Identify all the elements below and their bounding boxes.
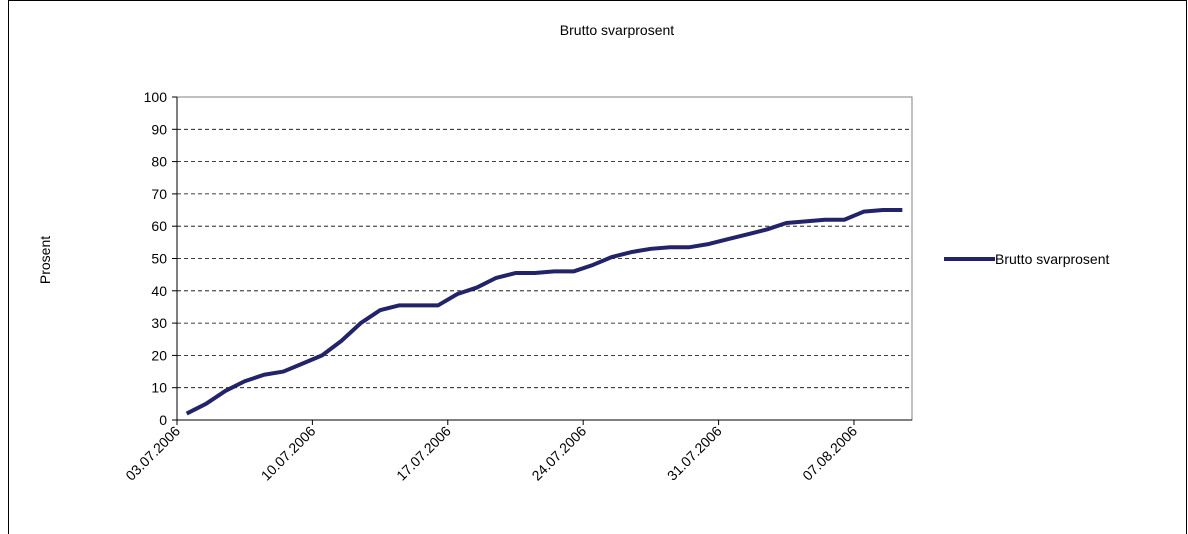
y-tick-label: 40 bbox=[151, 283, 167, 299]
series-line bbox=[185, 208, 903, 416]
legend-label: Brutto svarprosent bbox=[995, 251, 1109, 267]
y-tick-label: 50 bbox=[151, 251, 167, 267]
y-tick-label: 60 bbox=[151, 218, 167, 234]
y-tick-label: 100 bbox=[144, 89, 168, 105]
y-tick-label: 70 bbox=[151, 186, 167, 202]
y-tick-label: 0 bbox=[159, 412, 167, 428]
y-tick-label: 20 bbox=[151, 347, 167, 363]
y-axis-label: Prosent bbox=[37, 236, 53, 284]
y-tick-label: 80 bbox=[151, 154, 167, 170]
y-tick-label: 10 bbox=[151, 380, 167, 396]
y-tick-label: 30 bbox=[151, 315, 167, 331]
chart-title: Brutto svarprosent bbox=[560, 22, 674, 38]
y-tick-label: 90 bbox=[151, 121, 167, 137]
